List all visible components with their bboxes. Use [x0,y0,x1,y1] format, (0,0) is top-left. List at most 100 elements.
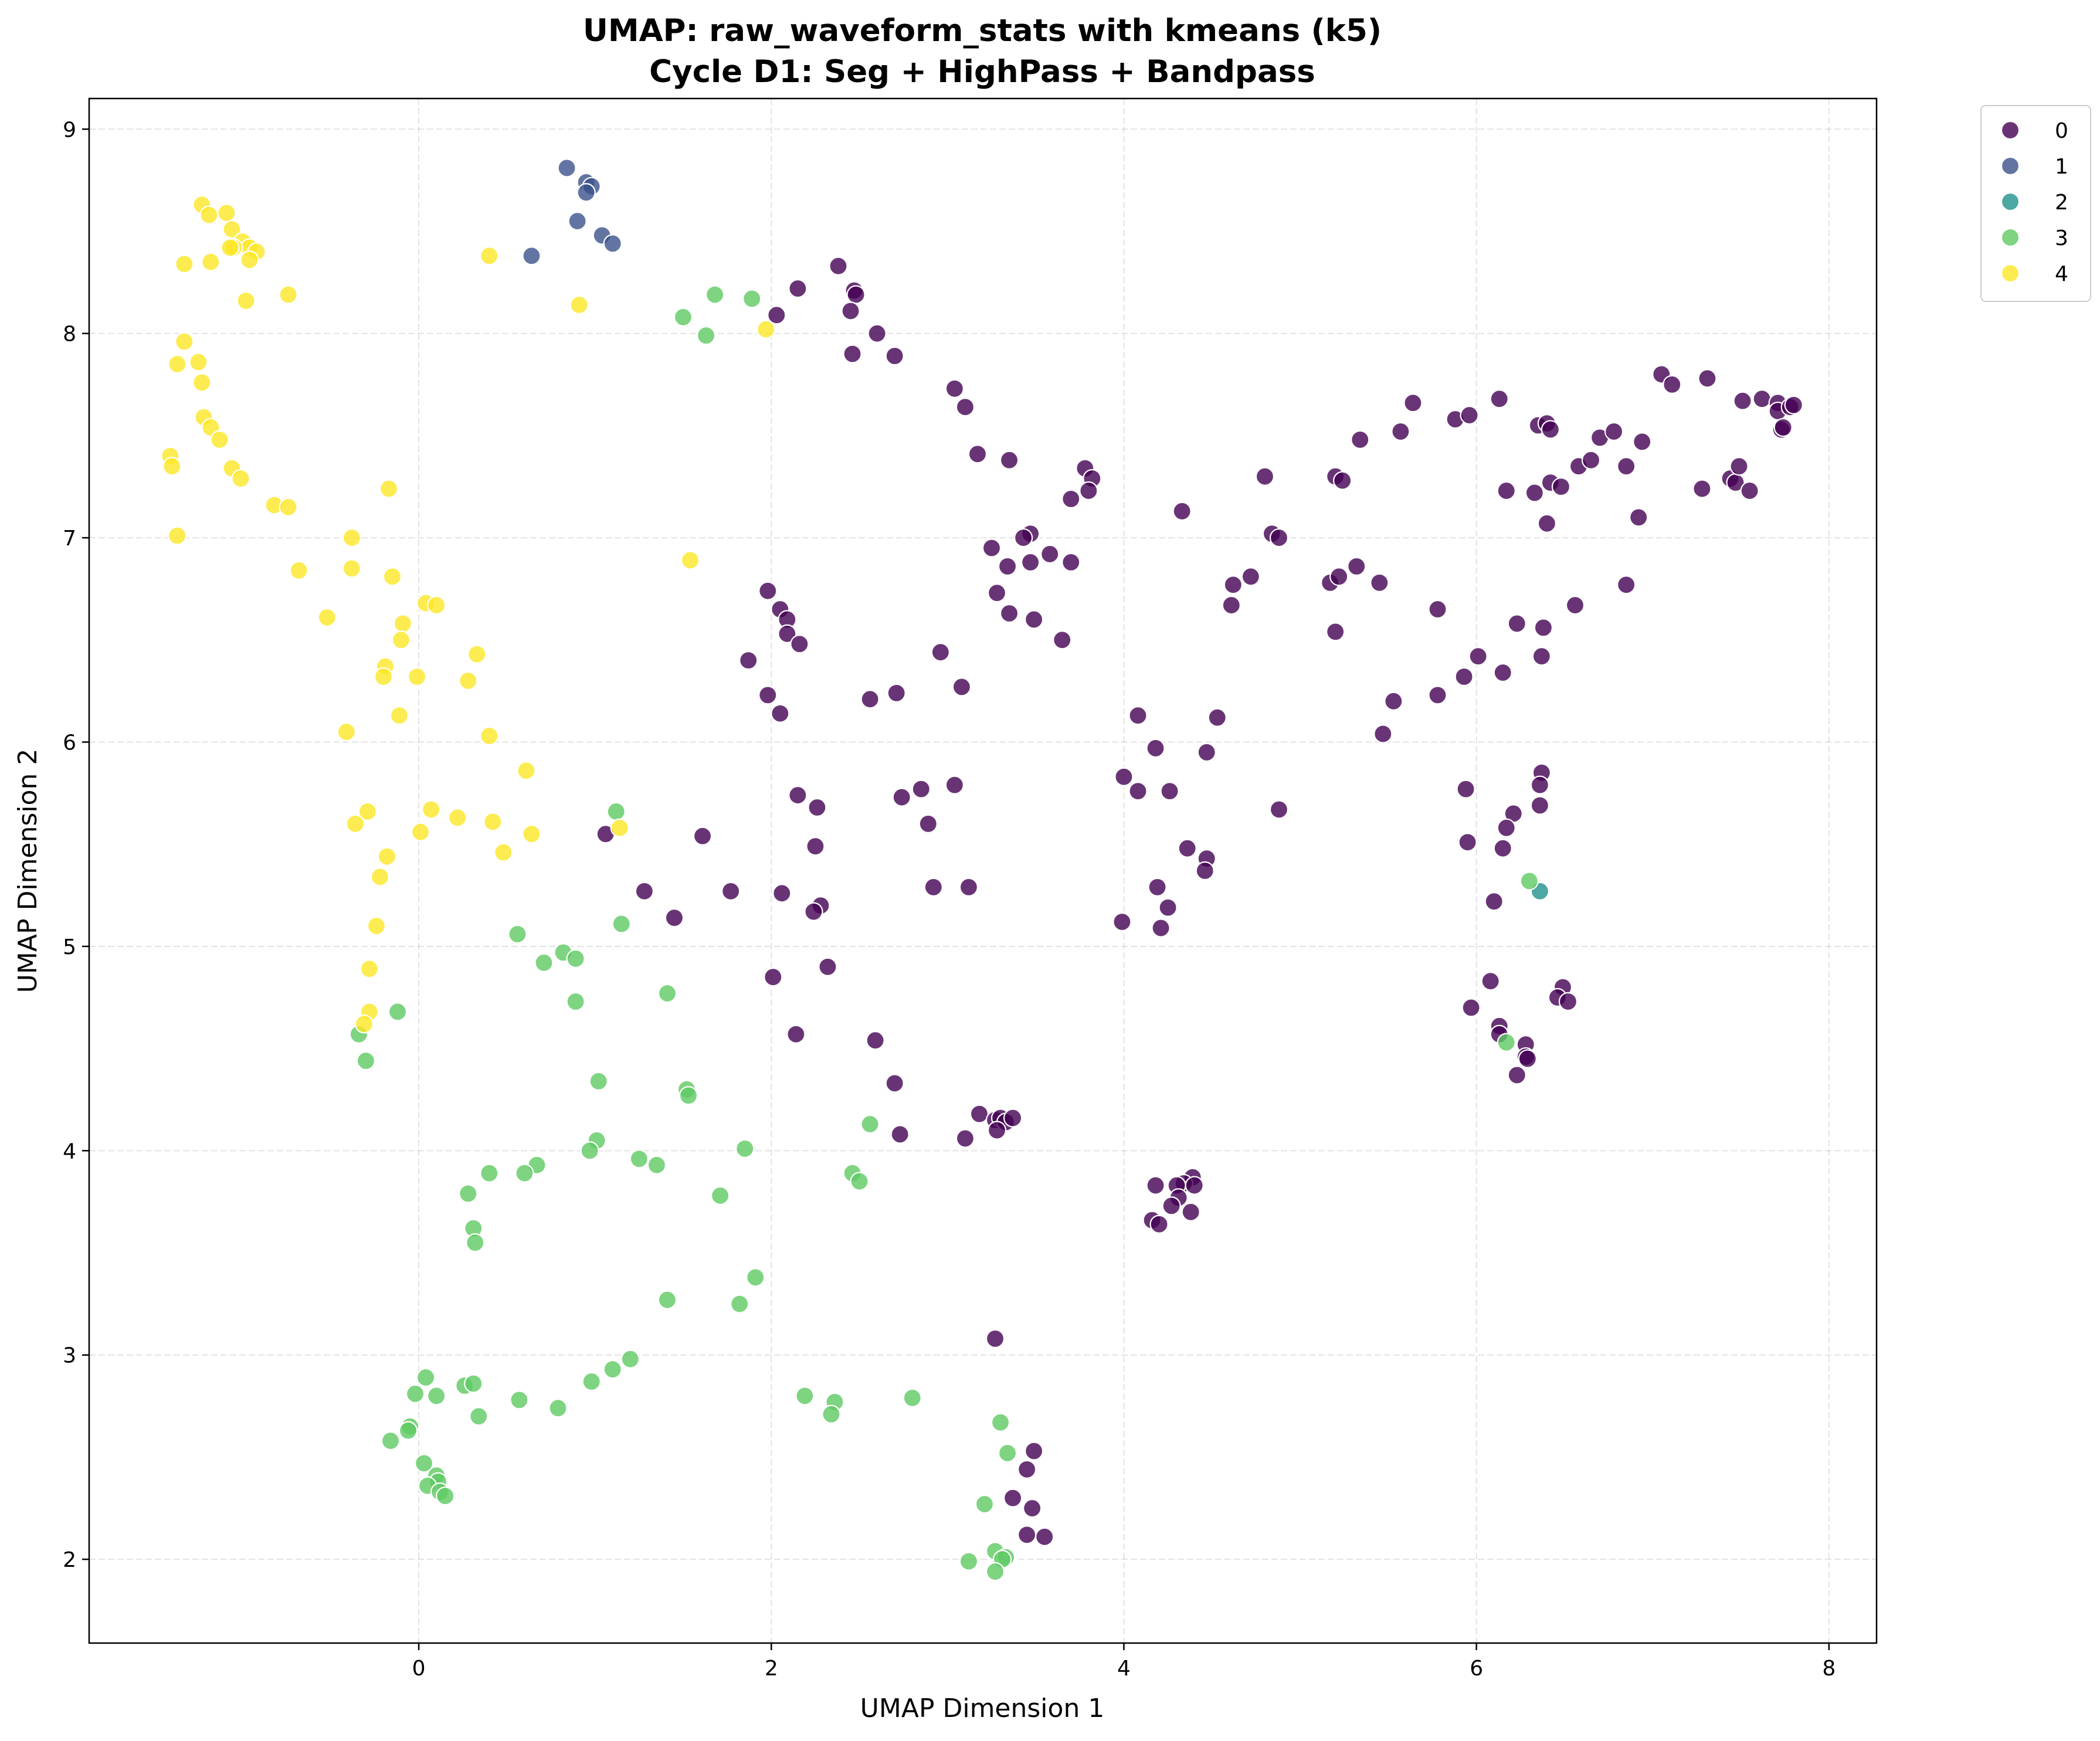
data-point-cluster-0 [1149,1214,1169,1234]
data-point-cluster-0 [806,837,825,856]
data-point-cluster-4 [483,812,503,832]
data-point-cluster-4 [379,479,399,498]
data-point-cluster-0 [818,957,837,976]
data-point-cluster-0 [1017,1525,1037,1545]
data-point-cluster-0 [955,398,975,417]
legend-marker-3 [2000,228,2020,247]
data-point-cluster-4 [389,706,409,725]
data-point-cluster-0 [1629,508,1648,527]
data-point-cluster-1 [568,211,587,231]
data-point-cluster-0 [1014,528,1033,548]
data-point-cluster-0 [1024,610,1044,629]
data-point-cluster-0 [1617,575,1636,595]
data-point-cluster-3 [746,1268,765,1287]
y-tick-label: 6 [63,731,76,755]
data-point-cluster-3 [534,953,554,972]
data-point-cluster-4 [345,814,365,833]
data-point-cluster-0 [767,306,786,325]
data-point-cluster-4 [210,430,229,449]
data-point-cluster-0 [987,1121,1007,1140]
data-point-cluster-4 [222,219,242,239]
data-point-cluster-3 [356,1051,376,1071]
chart-subtitle: Cycle D1: Seg + HighPass + Bandpass [649,54,1315,90]
data-point-cluster-3 [620,1349,640,1369]
data-point-cluster-4 [411,822,430,841]
data-point-cluster-0 [1053,630,1072,650]
data-point-cluster-0 [1128,782,1148,801]
data-point-cluster-0 [772,884,792,903]
data-point-cluster-0 [1151,918,1171,938]
data-point-cluster-3 [860,1114,880,1134]
data-point-cluster-0 [1468,647,1488,666]
data-point-cluster-3 [975,1494,995,1514]
data-point-cluster-3 [730,1294,749,1314]
data-point-cluster-0 [1497,818,1516,837]
data-point-cluster-0 [1333,471,1352,490]
legend-marker-0 [2000,120,2020,140]
data-point-cluster-0 [1269,800,1289,819]
data-point-cluster-0 [1061,489,1081,508]
data-point-cluster-4 [467,644,487,664]
data-points [161,158,1803,1582]
x-axis-label: UMAP Dimension 1 [860,1694,1105,1723]
data-point-cluster-4 [569,295,589,314]
data-point-cluster-0 [1017,1460,1037,1479]
data-point-cluster-4 [217,203,236,223]
y-tick-label: 9 [63,118,76,142]
data-point-cluster-0 [1158,898,1178,917]
data-point-cluster-0 [1114,767,1134,786]
data-point-cluster-1 [557,158,576,178]
data-point-cluster-4 [480,726,499,746]
data-point-cluster-0 [1146,1176,1165,1195]
data-point-cluster-0 [1663,375,1682,394]
data-point-cluster-3 [398,1421,418,1440]
data-point-cluster-4 [480,246,499,266]
data-point-cluster-0 [1003,1108,1023,1128]
data-point-cluster-3 [381,1431,401,1451]
data-point-cluster-0 [843,344,862,364]
data-point-cluster-0 [1692,479,1712,498]
data-point-cluster-0 [911,779,931,799]
data-point-cluster-0 [808,797,827,817]
data-point-cluster-0 [1740,481,1759,501]
data-point-cluster-0 [1035,1527,1054,1546]
data-point-cluster-0 [1604,422,1624,442]
y-tick-label: 2 [63,1548,76,1572]
data-point-cluster-0 [1370,573,1389,592]
data-point-cluster-4 [367,916,386,936]
data-point-cluster-4 [408,667,427,687]
data-point-cluster-3 [990,1413,1010,1432]
data-point-cluster-3 [822,1404,841,1424]
data-point-cluster-4 [317,608,337,627]
data-point-cluster-3 [711,1186,730,1206]
data-point-cluster-0 [664,908,684,928]
data-point-cluster-0 [758,581,778,600]
data-point-cluster-0 [1172,501,1192,521]
data-point-cluster-0 [866,1031,885,1050]
data-point-cluster-4 [342,559,361,578]
data-point-cluster-0 [1373,724,1393,744]
data-point-cluster-3 [850,1172,869,1191]
data-point-cluster-4 [370,867,390,887]
data-point-cluster-0 [1178,839,1197,858]
data-point-cluster-0 [1458,833,1477,852]
data-point-cluster-3 [508,924,527,944]
data-point-cluster-0 [1493,839,1512,858]
data-point-cluster-0 [892,788,911,807]
data-point-cluster-0 [1384,691,1403,711]
data-point-cluster-0 [846,285,866,304]
y-tick-label: 5 [63,935,76,959]
data-point-cluster-0 [1558,992,1578,1012]
data-point-cluster-3 [582,1372,601,1392]
data-point-cluster-3 [515,1163,534,1183]
data-point-cluster-0 [1148,877,1167,897]
data-point-cluster-4 [393,614,413,633]
data-point-cluster-0 [987,583,1007,603]
data-point-cluster-0 [1428,599,1447,619]
data-point-cluster-0 [1347,556,1366,576]
data-point-cluster-3 [705,285,725,304]
data-point-cluster-0 [1021,552,1040,572]
data-point-cluster-0 [788,785,808,805]
data-point-cluster-3 [1497,1033,1516,1052]
